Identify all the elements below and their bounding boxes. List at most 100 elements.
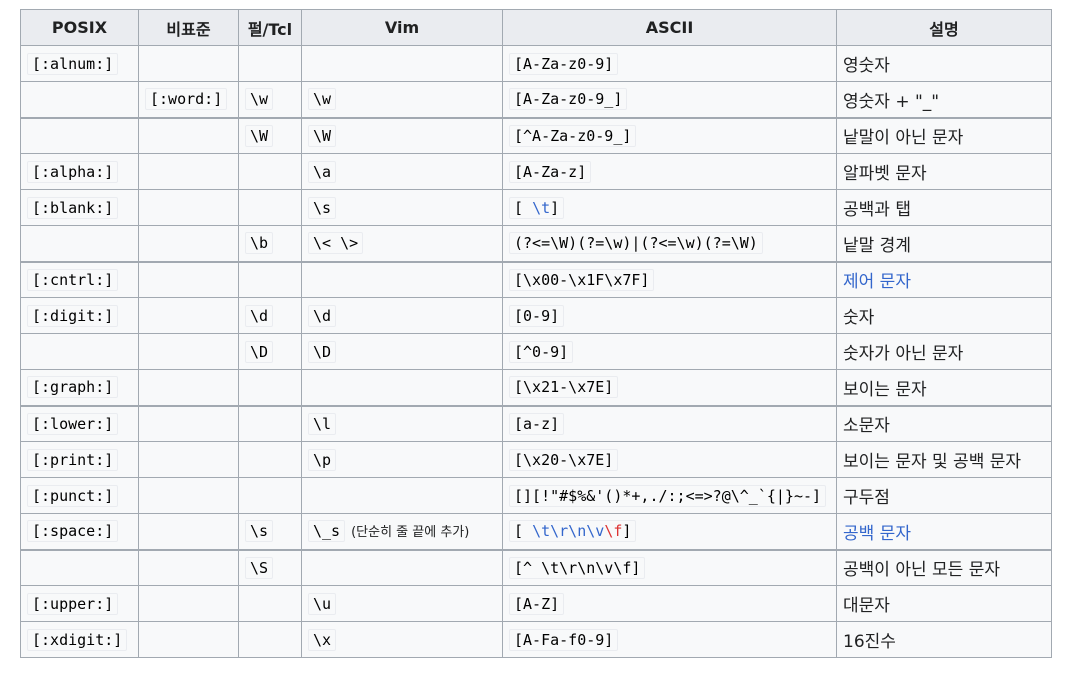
table-row: [:punct:] [][!"#$%&'()*+,./:;<=>?@\^_`{|}… [20,477,1052,514]
posix-code: [:blank:] [27,196,119,219]
vim-cell: \w [301,81,503,118]
ascii-code: [A-Za-z0-9_] [509,88,628,111]
vim-code: \a [308,160,337,183]
perl-tcl-cell [238,153,302,190]
description-text: 보이는 문자 및 공백 문자 [843,452,1022,472]
perl-tcl-cell: \b [238,225,302,262]
posix-code: [:punct:] [27,484,119,507]
table-row: [:lower:] \l [a-z] 소문자 [20,404,1052,442]
description-text: 공백이 아닌 모든 문자 [843,560,1000,581]
vim-cell [301,45,503,82]
posix-code: [:space:] [27,520,119,543]
description-cell: 낱말이 아닌 문자 [836,116,1052,154]
vim-cell: \x [301,621,503,658]
description-text: 알파벳 문자 [843,164,927,184]
description-text: 낱말 경계 [843,235,911,256]
ascii-code: [^A-Za-z0-9_] [509,124,637,147]
description-cell: 영숫자 [836,45,1052,82]
description-cell: 알파벳 문자 [836,153,1052,190]
ascii-cell: [\x21-\x7E] [502,369,837,406]
perl-tcl-code: \D [245,340,274,363]
nonstandard-code: [:word:] [145,88,228,111]
vim-cell: \p [301,441,503,478]
ascii-cell: [^0-9] [502,333,837,370]
perl-tcl-cell [238,260,302,298]
vim-code: \d [308,304,337,327]
vim-cell: \_s (단순히 줄 끝에 추가) [301,513,503,550]
posix-cell: [:cntrl:] [20,260,139,298]
ascii-code: [A-Za-z] [509,160,592,183]
perl-tcl-cell [238,189,302,226]
description-cell: 대문자 [836,585,1052,622]
ascii-cell: [A-Za-z] [502,153,837,190]
perl-tcl-cell [238,621,302,658]
posix-cell: [:space:] [20,513,139,550]
posix-code: [:digit:] [27,304,119,327]
description-text: 16진수 [843,632,896,652]
ascii-code: [A-Z] [509,592,565,615]
posix-code: [:alpha:] [27,160,119,183]
description-cell: 낱말 경계 [836,225,1052,262]
ascii-cell: [\x20-\x7E] [502,441,837,478]
table-row: [:blank:] \s [ \t] 공백과 탭 [20,189,1052,226]
vim-code: \< \> [308,232,364,255]
perl-tcl-cell: \d [238,297,302,334]
ascii-code-part: [ [514,198,533,217]
perl-tcl-cell: \D [238,333,302,370]
perl-tcl-code: \w [245,88,274,111]
posix-cell: [:xdigit:] [20,621,139,658]
description-cell: 제어 문자 [836,260,1052,298]
description-cell: 보이는 문자 및 공백 문자 [836,441,1052,478]
ascii-cell: [][!"#$%&'()*+,./:;<=>?@\^_`{|}~-] [502,477,837,514]
perl-tcl-code: \b [245,232,274,255]
ascii-cell: (?<=\W)(?=\w)|(?<=\w)(?=\W) [502,225,837,262]
nonstandard-cell [138,297,239,334]
description-cell: 보이는 문자 [836,369,1052,406]
ascii-code-part: [ [514,522,533,541]
table-row: [:space:] \s \_s (단순히 줄 끝에 추가) [ \t\r\n\v\f]… [20,513,1052,550]
ascii-code-part: ] [550,198,560,217]
vim-cell: \u [301,585,503,622]
vim-code: \w [308,88,337,111]
ascii-code: [A-Za-z0-9] [509,52,619,75]
ascii-code: (?<=\W)(?=\w)|(?<=\w)(?=\W) [509,232,763,255]
vim-note: (단순히 줄 끝에 추가) [351,525,470,541]
ascii-cell: [^ \t\r\n\v\f] [502,548,837,586]
description-text: 대문자 [843,596,890,616]
vim-code: \x [308,628,337,651]
description-text: 공백과 탭 [843,200,911,220]
vim-code: \u [308,592,337,615]
nonstandard-cell [138,153,239,190]
ascii-cell: [ \t\r\n\v\f] [502,513,837,550]
description-text: 영숫자 [843,56,890,76]
header-row: POSIX 비표준 펄/Tcl Vim ASCII 설명 [20,9,1052,46]
table-row: \S [^ \t\r\n\v\f] 공백이 아닌 모든 문자 [20,548,1052,586]
ascii-code-part: ] [622,522,632,541]
description-text: 숫자 [843,308,875,328]
description-cell: 숫자가 아닌 문자 [836,333,1052,370]
table-row: \b \< \> (?<=\W)(?=\w)|(?<=\w)(?=\W) 낱말 경계 [20,225,1052,262]
description-cell: 영숫자 + "_" [836,81,1052,118]
vim-cell: \s [301,189,503,226]
nonstandard-cell [138,621,239,658]
posix-code: [:graph:] [27,376,119,399]
nonstandard-cell [138,513,239,550]
posix-code: [:print:] [27,448,119,471]
ascii-cell: [A-Za-z0-9] [502,45,837,82]
table-row: [:xdigit:] \x [A-Fa-f0-9] 16진수 [20,621,1052,658]
posix-cell: [:alpha:] [20,153,139,190]
nonstandard-cell [138,225,239,262]
posix-cell [20,225,139,262]
posix-cell [20,81,139,118]
nonstandard-cell [138,548,239,586]
ascii-code: [ \t] [509,196,565,219]
vim-code: \D [308,340,337,363]
ascii-code: [0-9] [509,304,565,327]
description-link[interactable]: 공백 문자 [843,523,911,544]
description-link[interactable]: 제어 문자 [843,272,911,293]
vim-code: \p [308,448,337,471]
nonstandard-cell [138,441,239,478]
ascii-code: [\x21-\x7E] [509,376,619,399]
vim-code: \_s [308,520,346,543]
nonstandard-cell [138,404,239,442]
